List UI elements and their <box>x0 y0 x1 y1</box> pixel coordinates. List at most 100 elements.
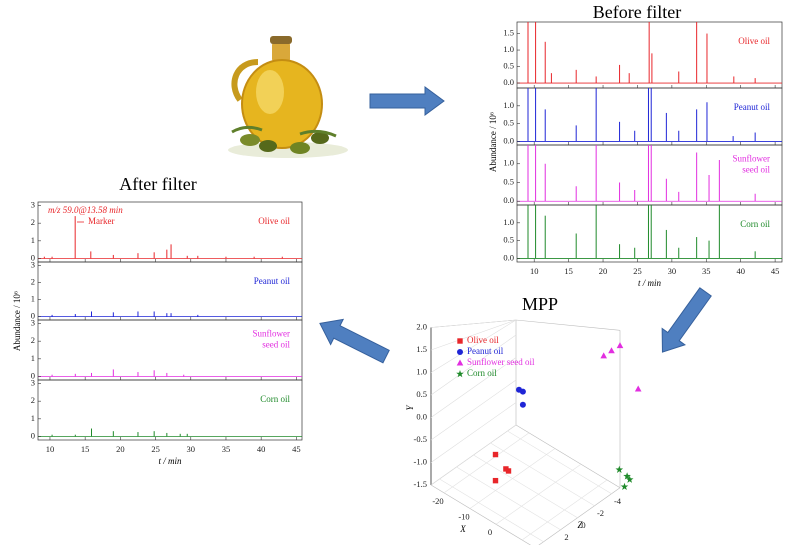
y-tick-label: 1 <box>31 413 35 423</box>
panel-label: Sunflower <box>733 154 771 164</box>
panel-frame <box>516 204 783 263</box>
box-edge <box>515 424 621 489</box>
y-tick-label: 2 <box>31 395 35 405</box>
grid-line <box>430 319 517 328</box>
x-axis-label: t / min <box>638 278 662 288</box>
chart-title: MPP <box>522 294 558 314</box>
y-tick-label: 3 <box>31 377 35 387</box>
grid-line <box>430 357 517 418</box>
chart-title: Before filter <box>593 2 681 22</box>
grid-line <box>430 379 517 441</box>
grid-line <box>490 442 595 507</box>
x-tick-label: 35 <box>702 266 711 276</box>
y-tick-label: 0.5 <box>416 389 427 399</box>
x-tick-label: 25 <box>151 444 160 454</box>
y-tick-label: 1.5 <box>503 28 514 38</box>
x-tick-label: 30 <box>187 444 196 454</box>
legend-label: Olive oil <box>467 335 499 345</box>
y-tick-label: 0.5 <box>503 176 514 186</box>
point <box>608 347 615 354</box>
grid-line <box>430 402 517 463</box>
box-edge <box>430 484 531 545</box>
y-tick-label: -0.5 <box>414 434 427 444</box>
point <box>505 468 512 474</box>
grid-line <box>456 466 561 531</box>
y-tick-label: 0.0 <box>503 252 514 262</box>
point <box>519 401 526 408</box>
y-tick-label: 1.0 <box>503 100 514 110</box>
arrow <box>661 287 712 353</box>
legend-marker <box>457 338 463 344</box>
z-tick-label: -4 <box>614 496 622 506</box>
panel-frame <box>516 87 783 146</box>
y-tick-label: 1 <box>31 353 35 363</box>
y-tick-label: -1.5 <box>414 479 427 489</box>
y-axis-label: Y <box>405 405 415 411</box>
z-axis-label: Z <box>577 520 583 530</box>
panel-label: Sunflower <box>253 329 291 339</box>
x-tick-label: -20 <box>432 496 443 506</box>
panel-frame <box>37 261 303 321</box>
point <box>492 451 499 458</box>
y-tick-label: 1 <box>31 293 35 303</box>
x-tick-label: 45 <box>292 444 301 454</box>
panel-label: Peanut oil <box>254 276 291 286</box>
z-tick-label: 0 <box>581 520 585 530</box>
y-tick-label: 0.5 <box>503 118 514 128</box>
annotation: Marker <box>88 216 115 226</box>
y-tick-label: 1 <box>31 235 35 245</box>
point <box>519 388 526 395</box>
y-axis-label: Abundance / 10⁶ <box>12 291 22 351</box>
point <box>616 342 624 349</box>
point <box>625 475 634 483</box>
arrows <box>319 86 712 364</box>
y-tick-label: 0 <box>31 311 35 321</box>
grid-line <box>439 478 544 543</box>
z-tick-label: 4 <box>547 544 552 545</box>
x-tick-label: 40 <box>736 266 745 276</box>
y-axis-label: Abundance / 10⁶ <box>488 112 498 172</box>
x-tick-label: 25 <box>633 266 642 276</box>
y-tick-label: 0.0 <box>416 411 427 421</box>
y-tick-label: 0 <box>31 430 35 440</box>
x-axis-label: t / min <box>158 456 182 466</box>
y-tick-label: 0.5 <box>503 61 514 71</box>
legend-marker <box>456 370 464 378</box>
y-tick-label: 2.0 <box>416 321 427 331</box>
x-tick-label: -10 <box>458 512 469 522</box>
x-tick-label: 45 <box>771 266 780 276</box>
y-tick-label: 0 <box>31 252 35 262</box>
box-edge <box>515 319 621 331</box>
y-tick-label: 0.0 <box>503 77 514 87</box>
x-tick-label: 10 <box>46 444 55 454</box>
legend-marker <box>456 359 464 366</box>
y-tick-label: 1.0 <box>503 217 514 227</box>
x-tick-label: 10 <box>512 543 521 545</box>
z-tick-label: -2 <box>597 508 604 518</box>
x-tick-label: 30 <box>668 266 677 276</box>
panel-label: seed oil <box>742 165 770 175</box>
point <box>600 352 607 359</box>
point <box>620 482 629 491</box>
x-tick-label: 20 <box>599 266 608 276</box>
grid-line <box>430 334 517 396</box>
panel-label: Corn oil <box>740 219 770 229</box>
x-tick-label: 15 <box>564 266 573 276</box>
point <box>634 385 642 392</box>
oil-bottle-illustration <box>228 36 348 158</box>
panel-label: Corn oil <box>260 394 290 404</box>
grid-line <box>430 319 517 373</box>
panel-label: Peanut oil <box>734 102 771 112</box>
grid-line <box>507 430 612 495</box>
y-tick-label: 1.5 <box>416 344 427 354</box>
y-tick-label: 1.0 <box>503 158 514 168</box>
annotation: m/z 59.0@13.58 min <box>48 205 123 215</box>
y-tick-label: 0.5 <box>503 235 514 245</box>
chart-title: After filter <box>119 174 196 194</box>
box-edge <box>538 487 621 545</box>
z-tick-label: 2 <box>564 532 568 542</box>
x-tick-label: 40 <box>257 444 266 454</box>
x-axis-label: X <box>459 524 466 534</box>
y-tick-label: 3 <box>31 199 35 209</box>
